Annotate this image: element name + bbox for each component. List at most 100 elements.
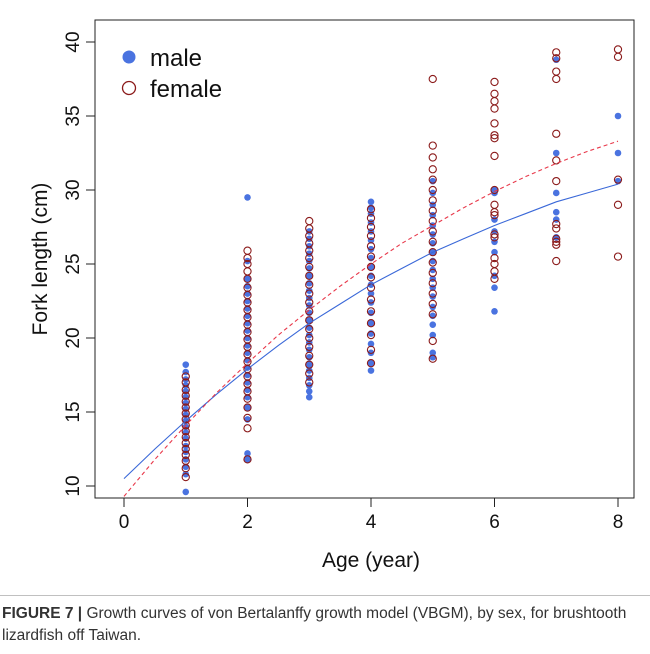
- female-point: [428, 248, 437, 257]
- female-point: [181, 450, 190, 460]
- male-point: [367, 319, 375, 327]
- female-point: [366, 231, 376, 241]
- female-point: [490, 233, 499, 242]
- male-point: [182, 376, 190, 383]
- male-point: [491, 284, 498, 291]
- male-point: [244, 194, 251, 201]
- y-tick-label: 40: [63, 31, 84, 52]
- female-point: [552, 48, 561, 57]
- male-point: [491, 248, 498, 256]
- male-point: [244, 450, 251, 457]
- female-point: [490, 259, 499, 269]
- female-point: [305, 216, 314, 226]
- growth-curves: [123, 140, 619, 497]
- caption-area: [0, 583, 650, 654]
- male-point: [367, 367, 375, 374]
- male-point: [367, 299, 375, 306]
- female-point: [305, 324, 314, 334]
- male-point: [429, 331, 437, 339]
- female-point: [243, 413, 252, 423]
- male-point: [182, 442, 190, 450]
- female-point: [552, 67, 561, 76]
- female-point: [428, 216, 437, 226]
- male-point: [429, 266, 437, 274]
- male-point: [429, 231, 437, 238]
- male-point: [429, 303, 437, 311]
- female-point: [181, 372, 190, 381]
- female-point: [305, 378, 314, 387]
- male-point: [244, 404, 251, 411]
- female-point: [366, 359, 376, 368]
- female-point: [490, 230, 499, 239]
- female-point: [428, 227, 437, 236]
- female-point: [490, 97, 499, 106]
- female-point: [552, 176, 561, 186]
- male-point: [367, 290, 375, 297]
- female-point: [428, 336, 437, 346]
- male-point: [367, 245, 375, 253]
- female-point: [181, 427, 190, 436]
- female-point: [613, 252, 623, 261]
- female-point: [366, 330, 376, 340]
- legend: male female: [121, 45, 222, 103]
- female-point: [366, 262, 376, 272]
- female-point: [305, 271, 314, 280]
- female-point: [181, 378, 190, 387]
- female-point: [243, 267, 252, 276]
- female-point: [428, 185, 437, 195]
- female-point: [552, 256, 561, 266]
- female-point: [305, 280, 314, 289]
- female-point: [428, 165, 437, 174]
- male-point: [429, 293, 437, 300]
- female-point: [613, 200, 623, 209]
- male-point: [182, 448, 190, 456]
- male-point: [552, 208, 560, 216]
- y-tick-label: 20: [63, 327, 84, 348]
- y-tick-label: 35: [63, 105, 84, 126]
- male-point: [429, 321, 437, 328]
- female-point: [366, 319, 376, 328]
- female-point: [552, 224, 561, 233]
- female-point: [181, 409, 190, 418]
- female-point: [366, 222, 376, 232]
- male-point: [429, 349, 437, 357]
- x-tick-label: 8: [613, 512, 624, 533]
- female-point: [366, 307, 376, 316]
- female-point: [428, 141, 437, 150]
- female-point: [305, 307, 314, 316]
- female-point: [613, 45, 623, 54]
- female-point: [305, 360, 314, 369]
- plot-frame: [94, 19, 635, 499]
- female-point: [552, 219, 561, 229]
- male-point: [367, 359, 375, 367]
- male-point: [552, 149, 560, 157]
- female-point: [490, 134, 499, 143]
- male-point: [182, 488, 190, 496]
- female-point: [181, 438, 190, 448]
- x-axis: 0 2 4 6 8: [119, 498, 624, 533]
- female-point: [366, 252, 376, 261]
- female-point: [428, 153, 437, 162]
- male-point: [305, 257, 313, 265]
- male-point: [491, 186, 498, 194]
- x-tick-label: 2: [242, 512, 253, 533]
- female-point: [181, 415, 190, 424]
- female-point: [181, 397, 190, 406]
- female-point: [552, 129, 561, 138]
- female-point: [490, 131, 499, 140]
- female-point: [552, 54, 561, 63]
- male-point: [305, 287, 313, 294]
- figure-caption: FIGURE 7 | Growth curves of von Bertalan…: [2, 603, 642, 647]
- y-tick-label: 15: [63, 401, 84, 422]
- female-point: [366, 242, 376, 251]
- female-point: [490, 185, 499, 195]
- legend-marker-female: [121, 80, 137, 96]
- female-point: [490, 211, 499, 220]
- male-point: [614, 112, 622, 120]
- male-point: [182, 361, 190, 368]
- male-point: [429, 189, 437, 197]
- male-point: [305, 302, 313, 309]
- caption-divider: [0, 595, 650, 596]
- female-point: [366, 205, 376, 214]
- female-point: [305, 289, 314, 298]
